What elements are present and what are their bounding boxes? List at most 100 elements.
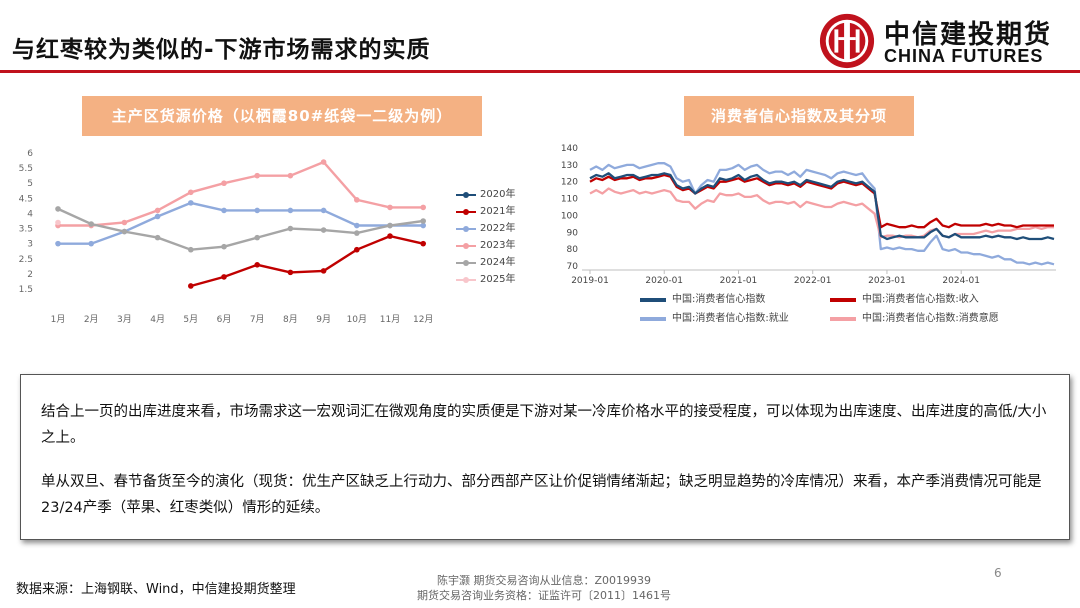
right-y-tick-label: 90 bbox=[567, 228, 579, 238]
left-y-tick-label: 2.5 bbox=[19, 255, 33, 265]
left-x-tick-label: 8月 bbox=[283, 314, 298, 325]
right-x-tick-label: 2021-01 bbox=[720, 276, 758, 286]
data-point bbox=[154, 234, 161, 241]
data-point bbox=[154, 207, 161, 214]
data-source: 数据来源：上海钢联、Wind，中信建投期货整理 bbox=[16, 582, 296, 597]
data-point bbox=[221, 274, 227, 280]
data-point bbox=[88, 221, 94, 227]
legend-label: 2025年 bbox=[480, 274, 516, 285]
series-line bbox=[190, 234, 424, 288]
right-x-tick-label: 2019-01 bbox=[571, 276, 609, 286]
right-y-tick-label: 120 bbox=[561, 178, 578, 188]
data-point bbox=[354, 230, 360, 236]
legend-label: 中国:消费者信心指数 bbox=[672, 294, 766, 305]
series-line bbox=[57, 207, 424, 251]
data-point bbox=[354, 197, 360, 203]
data-point bbox=[287, 269, 294, 276]
right-y-tick-label: 70 bbox=[567, 262, 579, 272]
left-y-tick-label: 2 bbox=[27, 270, 33, 280]
right-x-tick-label: 2020-01 bbox=[645, 276, 683, 286]
data-point bbox=[221, 243, 227, 250]
page-number: 6 bbox=[994, 566, 1002, 580]
citic-logo-icon bbox=[819, 13, 875, 69]
legend-marker bbox=[463, 243, 469, 249]
series-line bbox=[589, 187, 1054, 239]
legend-item: 中国:消费者信心指数:收入 bbox=[830, 293, 979, 307]
data-point bbox=[320, 207, 327, 214]
confidence-line-chart: 70 80 90 100 110 120 130 140 2019-01 2020-01 2021-… bbox=[561, 144, 1056, 286]
commentary-paragraph-1: 结合上一页的出库进度来看，市场需求这一宏观词汇在微观角度的实质便是下游对某一冷库… bbox=[41, 404, 1047, 446]
legend-item: 中国:消费者信心指数:消费意愿 bbox=[830, 312, 999, 326]
title-rule bbox=[0, 70, 1080, 73]
data-point bbox=[221, 207, 227, 214]
left-y-tick-label: 5.5 bbox=[19, 164, 33, 174]
page-title: 与红枣较为类似的-下游市场需求的实质 bbox=[12, 37, 431, 63]
left-x-tick-label: 12月 bbox=[413, 314, 433, 325]
legend-marker bbox=[463, 209, 469, 215]
data-point bbox=[354, 222, 360, 229]
legend-label: 2024年 bbox=[480, 257, 516, 268]
legend-swatch bbox=[640, 317, 666, 321]
legend-item: 中国:消费者信心指数 bbox=[640, 293, 765, 307]
series-line bbox=[58, 201, 424, 245]
data-point bbox=[154, 213, 161, 220]
right-y-tick-label: 110 bbox=[561, 195, 578, 205]
license-info: 期货交易咨询业务资格：证监许可〔2011〕1461号 bbox=[417, 589, 671, 602]
legend-item: 2025年 bbox=[454, 271, 515, 288]
left-y-tick-label: 5 bbox=[27, 179, 33, 189]
legend-item: 中国:消费者信心指数:就业 bbox=[640, 312, 789, 326]
left-y-tick-label: 1.5 bbox=[19, 285, 33, 295]
data-point bbox=[320, 268, 327, 274]
legend-marker bbox=[463, 277, 469, 283]
data-point bbox=[221, 180, 227, 187]
left-x-tick-label: 4月 bbox=[150, 314, 165, 325]
legend-swatch bbox=[640, 298, 666, 302]
legend-item: 2023年 bbox=[454, 237, 515, 254]
legend-label: 2023年 bbox=[480, 240, 516, 251]
data-point bbox=[254, 172, 260, 179]
left-y-tick-label: 4.5 bbox=[19, 194, 33, 204]
left-x-tick-label: 10月 bbox=[347, 314, 367, 325]
legend-label: 中国:消费者信心指数:消费意愿 bbox=[862, 313, 999, 324]
right-y-tick-label: 130 bbox=[561, 161, 578, 171]
left-x-tick-label: 11月 bbox=[380, 314, 400, 325]
data-point bbox=[188, 189, 194, 196]
footer-credentials: 陈宇灏 期货交易咨询从业信息：Z0019939 期货交易咨询业务资格：证监许可〔… bbox=[384, 573, 704, 603]
left-x-tick-label: 6月 bbox=[217, 314, 232, 325]
commentary-paragraph-2: 单从双旦、春节备货至今的演化（现货：优生产区缺乏上行动力、部分西部产区让价促销情… bbox=[41, 474, 1042, 516]
legend-label: 2020年 bbox=[480, 189, 516, 200]
right-y-tick-label: 80 bbox=[567, 245, 579, 255]
left-x-tick-label: 9月 bbox=[316, 314, 331, 325]
legend-label: 中国:消费者信心指数:收入 bbox=[862, 294, 979, 305]
legend-marker bbox=[463, 192, 469, 198]
right-x-tick-label: 2022-01 bbox=[794, 276, 832, 286]
left-chart-title: 主产区货源价格（以栖霞80#纸袋一二级为例） bbox=[82, 96, 482, 136]
data-point bbox=[420, 218, 427, 224]
data-point bbox=[354, 246, 360, 253]
data-point bbox=[254, 234, 260, 241]
data-point bbox=[320, 159, 327, 165]
left-x-tick-label: 1月 bbox=[51, 314, 66, 325]
data-point bbox=[121, 228, 128, 235]
left-y-tick-label: 3.5 bbox=[19, 225, 33, 235]
data-point bbox=[55, 206, 61, 212]
logo-name-cn: 中信建投期货 bbox=[884, 20, 1053, 50]
data-point bbox=[188, 246, 194, 253]
data-point bbox=[254, 207, 260, 214]
price-line-chart: 1.5 2 2.5 3 3.5 4 4.5 5 5.5 6 1月 2月 3月 4月 5月 6月 7月 8月 9月 10… bbox=[19, 149, 434, 325]
data-point bbox=[320, 227, 327, 233]
right-y-tick-label: 100 bbox=[561, 211, 578, 221]
legend-item: 2021年 bbox=[454, 203, 515, 220]
data-point bbox=[420, 222, 427, 229]
left-x-tick-label: 5月 bbox=[183, 314, 198, 325]
legend-item: 2024年 bbox=[454, 254, 515, 271]
left-x-tick-label: 7月 bbox=[250, 314, 265, 325]
data-point bbox=[88, 240, 94, 247]
series-line bbox=[589, 173, 1054, 229]
right-x-tick-label: 2024-01 bbox=[942, 276, 980, 286]
legend-marker bbox=[463, 260, 469, 266]
logo-name-en: CHINA FUTURES bbox=[884, 46, 1044, 66]
data-point bbox=[254, 262, 260, 268]
data-point bbox=[420, 204, 427, 211]
data-point bbox=[188, 200, 194, 206]
